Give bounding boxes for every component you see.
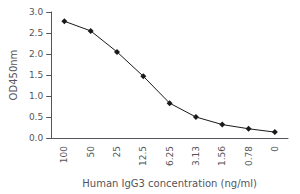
- svg-text:25: 25: [112, 146, 122, 157]
- svg-text:12.5: 12.5: [138, 146, 148, 166]
- svg-text:OD450nm: OD450nm: [8, 50, 19, 101]
- svg-text:3.13: 3.13: [191, 146, 201, 166]
- svg-text:0: 0: [270, 146, 280, 152]
- svg-text:2.0: 2.0: [29, 49, 44, 59]
- svg-text:2.5: 2.5: [29, 28, 43, 38]
- svg-text:1.5: 1.5: [29, 70, 43, 80]
- svg-text:0.78: 0.78: [244, 146, 254, 166]
- svg-text:50: 50: [86, 146, 96, 158]
- svg-text:6.25: 6.25: [165, 146, 175, 166]
- svg-text:0.0: 0.0: [29, 133, 44, 143]
- svg-text:1.0: 1.0: [29, 91, 44, 101]
- svg-text:Human IgG3 concentration (ng/m: Human IgG3 concentration (ng/ml): [82, 178, 257, 189]
- svg-text:100: 100: [59, 146, 69, 163]
- svg-text:0.5: 0.5: [29, 112, 43, 122]
- svg-text:1.56: 1.56: [217, 146, 227, 166]
- svg-text:3.0: 3.0: [29, 7, 44, 17]
